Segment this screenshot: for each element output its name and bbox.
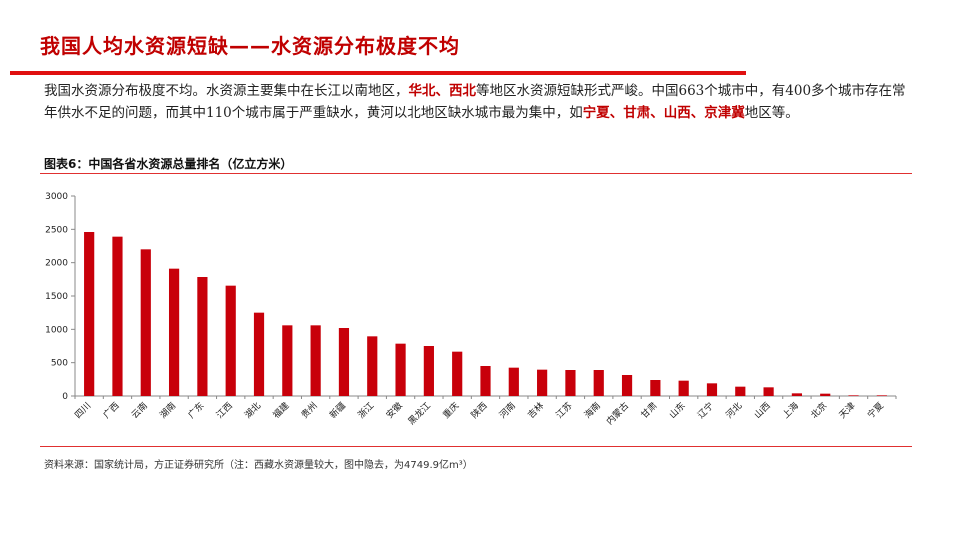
x-tick-label: 新疆 (327, 400, 348, 421)
x-tick-label: 安徽 (383, 400, 404, 421)
x-tick-label: 辽宁 (695, 400, 716, 421)
intro-text: 等地区水资源短缺形式严峻。中国663个城市中，有400多个城市存在常年供水不足的… (44, 83, 906, 121)
bar-江苏 (565, 370, 576, 396)
x-tick-label: 上海 (780, 400, 801, 421)
bar-山西 (763, 387, 774, 396)
bar-北京 (820, 393, 831, 396)
title-underline (10, 71, 746, 75)
figure-bottom-rule (40, 446, 912, 447)
x-tick-label: 福建 (270, 400, 291, 421)
x-tick-label: 浙江 (355, 400, 376, 421)
bar-河北 (735, 386, 746, 396)
bar-湖北 (253, 312, 265, 396)
x-tick-label: 湖北 (243, 400, 264, 421)
x-tick-label: 黑龙江 (405, 400, 433, 428)
x-tick-labels: 四川 广西 云南 湖南 广东 江西 湖北 福建 贵州 新疆 浙江 安徽 黑龙江 重庆 陕西 河南 吉林 江苏 海南内… (73, 400, 885, 428)
x-tick-label: 甘肃 (638, 400, 659, 421)
bar-河南 (508, 367, 519, 396)
source-note: 资料来源：国家统计局，方正证券研究所（注：西藏水资源量较大，图中隐去，为4749… (44, 460, 473, 471)
intro-text: 地区等。 (744, 105, 799, 121)
x-tick-label: 北京 (808, 400, 829, 421)
intro-text: 我国水资源分布极度不均。水资源主要集中在长江以南地区， (44, 83, 409, 99)
bar-四川 (84, 232, 95, 396)
bar-新疆 (338, 328, 350, 396)
bar-云南 (140, 249, 151, 396)
y-tick-label: 0 (62, 392, 68, 402)
y-tick-label: 2500 (45, 225, 68, 235)
bar-黑龙江 (423, 346, 434, 396)
x-tick-label: 重庆 (440, 400, 461, 421)
figure-top-rule (40, 173, 912, 174)
x-tick-label: 云南 (129, 400, 150, 421)
y-tick-label: 1000 (45, 325, 68, 335)
bar-甘肃 (650, 380, 661, 396)
bar-福建 (282, 325, 293, 396)
bar-陕西 (480, 366, 491, 396)
y-tick-label: 500 (51, 359, 68, 369)
y-tick-label: 3000 (45, 192, 68, 202)
page-title: 我国人均水资源短缺——水资源分布极度不均 (40, 34, 460, 58)
bar-上海 (791, 393, 803, 396)
x-tick-label: 山东 (667, 400, 688, 421)
x-tick-label: 湖南 (157, 400, 178, 421)
bar-贵州 (310, 325, 321, 396)
x-tick-label: 天津 (837, 400, 858, 421)
y-tick-label: 1500 (45, 292, 68, 302)
x-tick-label: 宁夏 (865, 400, 886, 421)
bar-重庆 (452, 351, 463, 396)
x-tick-label: 江苏 (553, 400, 574, 421)
x-tick-label: 吉林 (525, 400, 546, 421)
x-tick-label: 江西 (214, 400, 235, 421)
bar-内蒙古 (621, 375, 633, 396)
bar-辽宁 (706, 383, 718, 396)
x-tick-label: 贵州 (299, 400, 320, 421)
x-tick-label: 海南 (582, 400, 603, 421)
intro-highlight: 宁夏、甘肃、山西、京津冀 (582, 105, 745, 121)
bar-广东 (197, 277, 208, 396)
bar-天津 (848, 395, 859, 396)
x-tick-label: 河北 (723, 400, 744, 421)
x-tick-label: 河南 (497, 400, 518, 421)
x-tick-label: 内蒙古 (604, 400, 632, 428)
bar-吉林 (537, 369, 548, 396)
bar-浙江 (367, 336, 378, 396)
intro-highlight: 华北、西北 (408, 83, 477, 99)
bar-安徽 (395, 343, 406, 396)
y-tick-label: 2000 (45, 259, 68, 269)
bar-宁夏 (876, 395, 887, 396)
x-tick-label: 广东 (185, 400, 206, 421)
figure-title: 图表6：中国各省水资源总量排名（亿立方米） (44, 157, 293, 171)
y-tick-labels: 0 500 1000 1500 2000 2500 3000 (45, 192, 68, 402)
x-tick-label: 陕西 (468, 400, 489, 421)
intro-paragraph: 我国水资源分布极度不均。水资源主要集中在长江以南地区，华北、西北等地区水资源短缺… (44, 80, 914, 124)
x-tick-label: 广西 (100, 400, 121, 421)
bar-江西 (225, 285, 236, 396)
bar-湖南 (168, 268, 180, 396)
x-tick-label: 四川 (73, 401, 93, 421)
bar-广西 (112, 236, 123, 396)
bar-海南 (593, 370, 604, 396)
chart-bars (84, 232, 887, 396)
bar-山东 (678, 380, 689, 396)
x-tick-label: 山西 (752, 400, 773, 421)
